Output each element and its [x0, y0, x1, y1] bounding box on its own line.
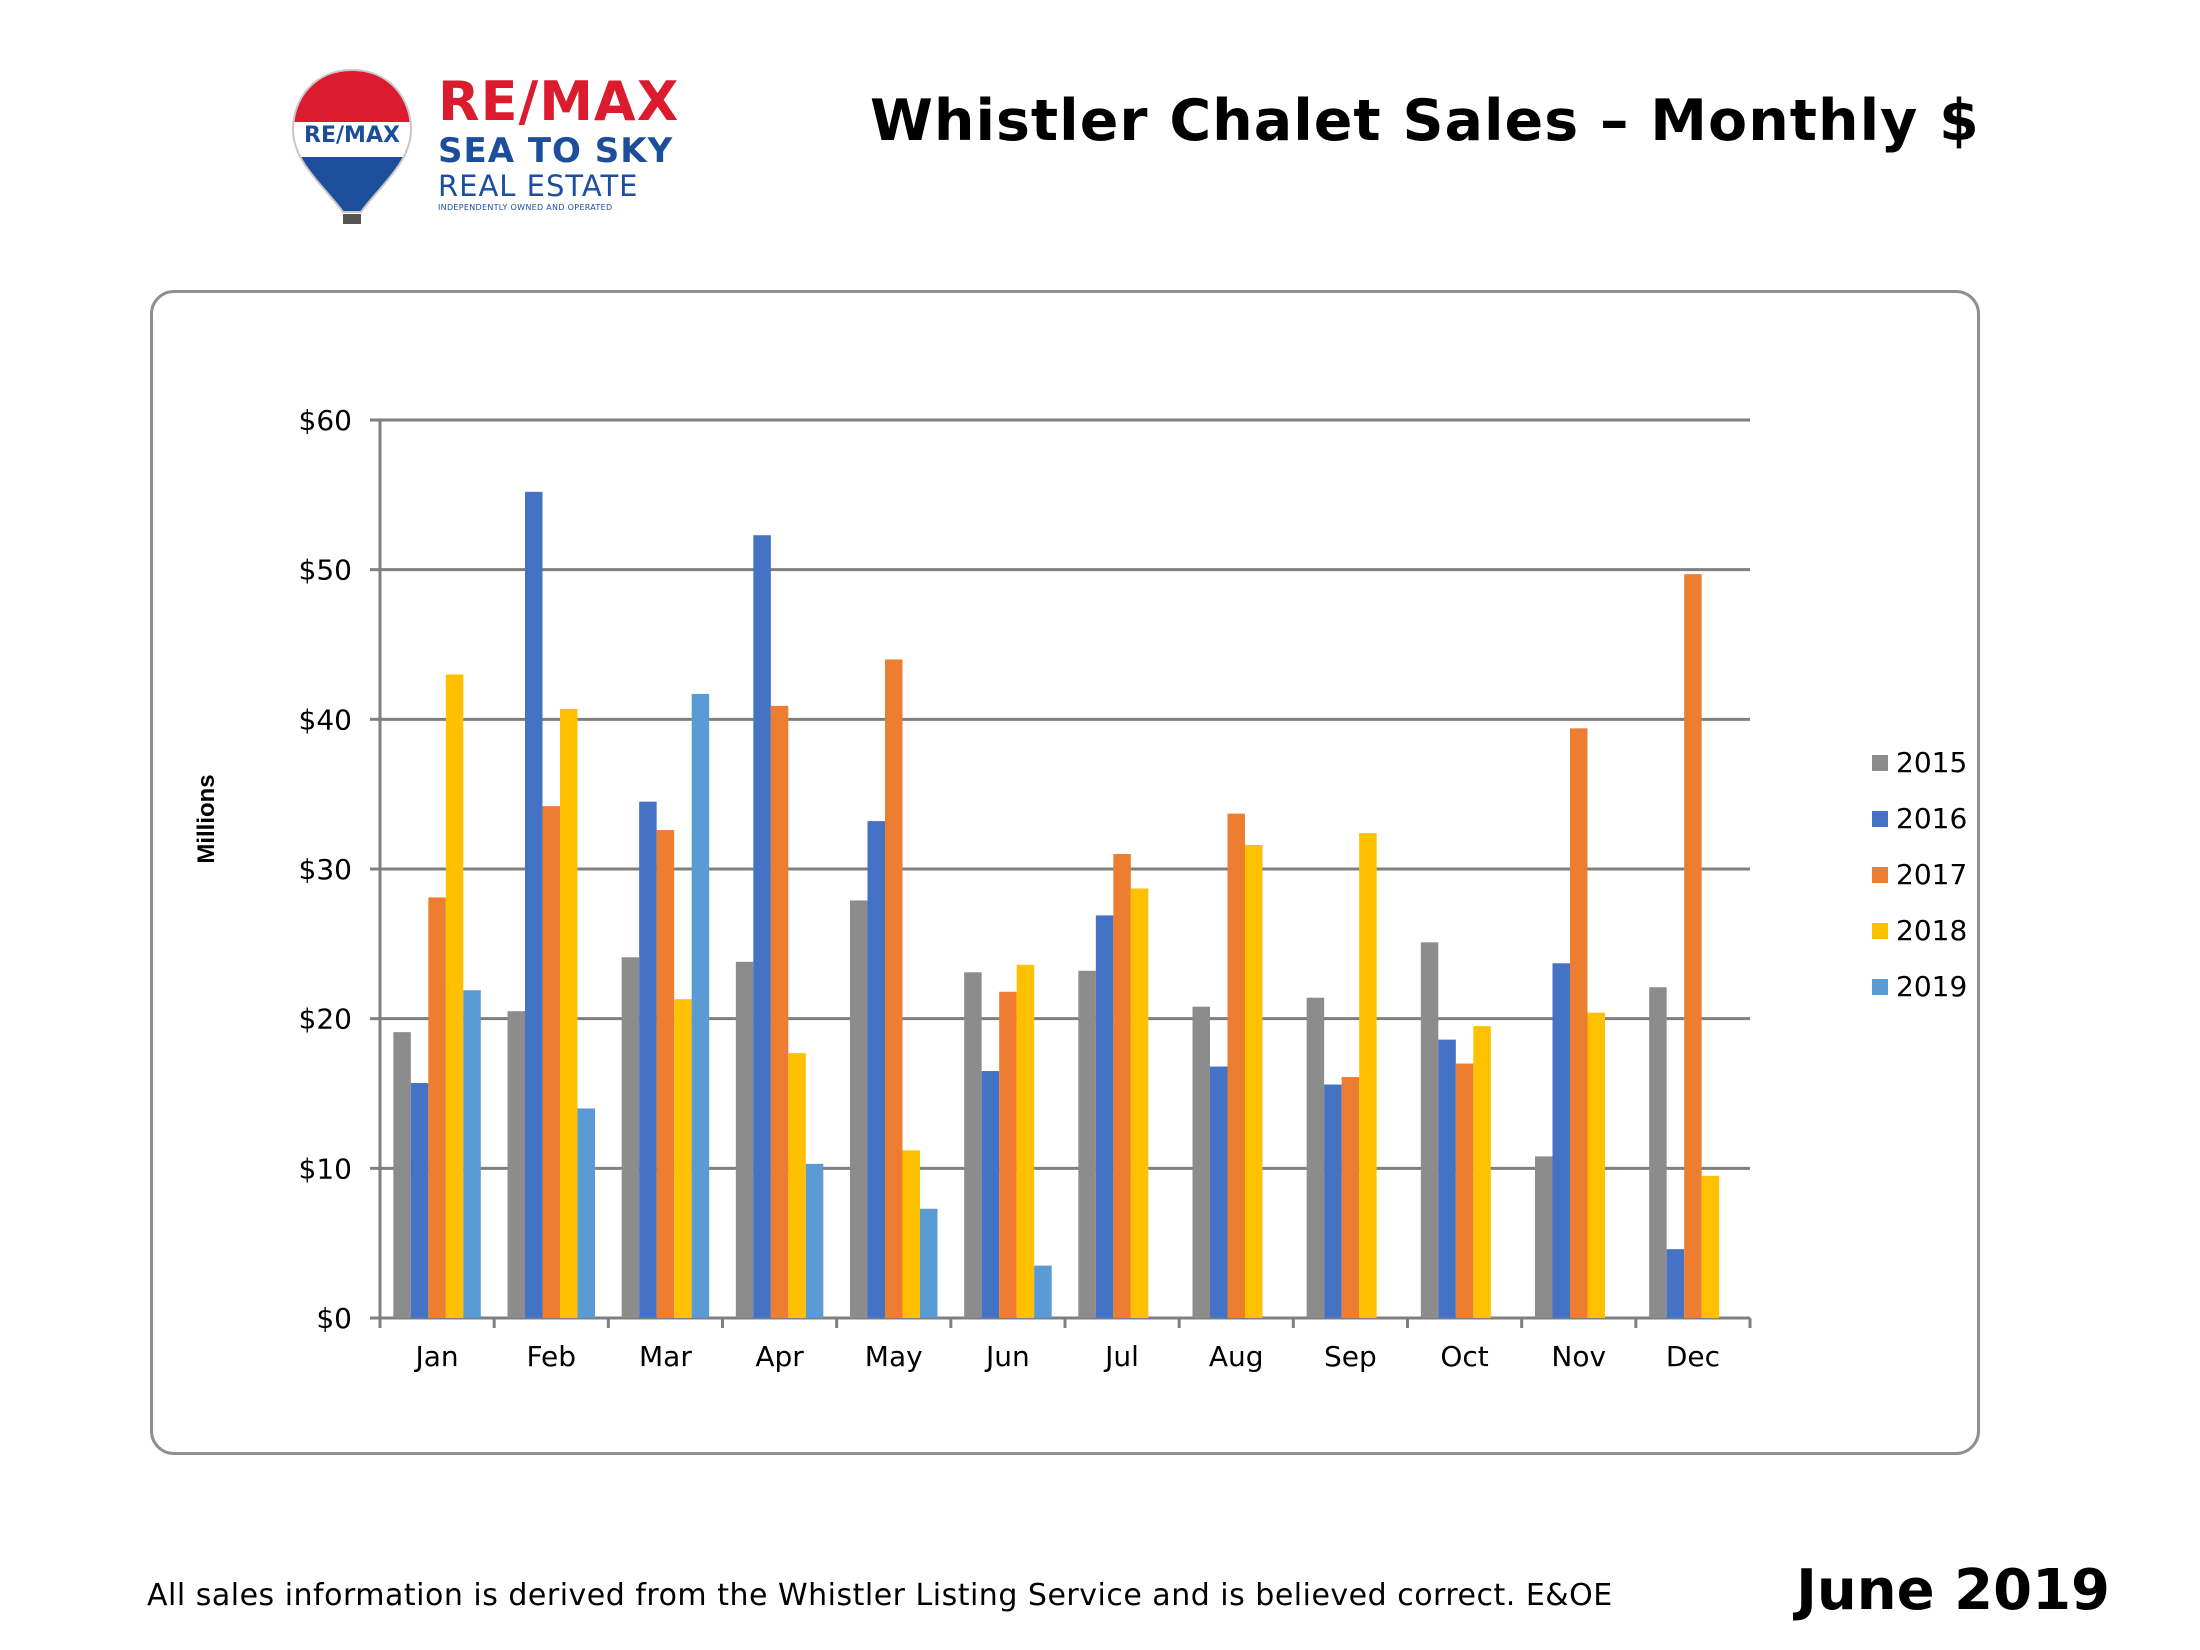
- bar-2018-Apr: [788, 1053, 806, 1318]
- y-tick-label: $30: [299, 853, 352, 886]
- bar-2016-Dec: [1666, 1249, 1685, 1318]
- legend-label-2017: 2017: [1896, 858, 1967, 891]
- bar-2019-Feb: [577, 1108, 595, 1318]
- bar-2018-Jan: [445, 674, 464, 1318]
- legend-swatch-2019: [1872, 979, 1888, 995]
- x-tick-label: Nov: [1551, 1340, 1606, 1373]
- office-name-line2: REAL ESTATE: [438, 169, 639, 203]
- legend-label-2016: 2016: [1896, 802, 1967, 835]
- y-tick-label: $10: [299, 1152, 352, 1185]
- balloon-text: RE/MAX: [304, 123, 400, 148]
- legend-swatch-2018: [1872, 923, 1888, 939]
- y-tick-label: $50: [299, 554, 352, 587]
- bar-2015-Dec: [1649, 987, 1667, 1318]
- bar-2017-Aug: [1227, 813, 1245, 1318]
- bar-2017-Feb: [542, 806, 560, 1318]
- x-tick-label: Jan: [413, 1340, 458, 1373]
- bar-2018-Jun: [1016, 964, 1035, 1318]
- bar-2016-Feb: [525, 491, 543, 1319]
- bar-2018-Sep: [1359, 833, 1377, 1318]
- x-tick-label: Mar: [639, 1340, 692, 1373]
- bar-2017-Oct: [1455, 1063, 1474, 1318]
- x-tick-label: Apr: [755, 1340, 804, 1373]
- bar-2016-Sep: [1324, 1084, 1342, 1318]
- x-tick-label: Feb: [526, 1340, 576, 1373]
- bar-2019-Mar: [691, 693, 710, 1318]
- brand-name: RE/MAX: [438, 70, 680, 133]
- bar-2015-Aug: [1192, 1006, 1210, 1318]
- bar-2015-Oct: [1420, 942, 1439, 1318]
- bar-2015-Apr: [735, 961, 754, 1318]
- bar-2018-Oct: [1473, 1026, 1491, 1318]
- report-date: June 2019: [1796, 1558, 2110, 1623]
- brand-tagline: INDEPENDENTLY OWNED AND OPERATED: [438, 203, 613, 212]
- page-title: Whistler Chalet Sales – Monthly $: [870, 88, 1980, 154]
- bar-2015-Mar: [621, 957, 640, 1318]
- x-tick-label: Jul: [1103, 1340, 1139, 1373]
- bar-2015-Sep: [1306, 997, 1325, 1318]
- bar-2018-Feb: [560, 708, 578, 1318]
- x-tick-label: Aug: [1209, 1340, 1264, 1373]
- bar-2017-Jan: [428, 897, 446, 1318]
- x-tick-label: Jun: [984, 1340, 1030, 1373]
- bar-2016-Nov: [1552, 963, 1570, 1318]
- remax-logo: RE/MAX RE/MAX SEA TO SKY REAL ESTATE IND…: [285, 62, 685, 232]
- bar-2016-Jan: [410, 1083, 429, 1318]
- bar-2017-Mar: [656, 830, 675, 1318]
- bar-2017-Apr: [770, 705, 789, 1318]
- x-tick-label: Oct: [1440, 1340, 1488, 1373]
- legend-swatch-2016: [1872, 811, 1888, 827]
- bar-2016-Oct: [1438, 1039, 1456, 1318]
- brand-text: RE/MAX SEA TO SKY REAL ESTATE INDEPENDEN…: [438, 72, 688, 214]
- legend-label-2018: 2018: [1896, 914, 1967, 947]
- bar-2015-Jul: [1078, 970, 1096, 1318]
- bar-2017-Sep: [1341, 1077, 1360, 1318]
- bar-2018-Dec: [1701, 1175, 1720, 1318]
- bar-2016-Jun: [981, 1071, 1000, 1318]
- bar-2016-Aug: [1210, 1066, 1228, 1318]
- x-tick-label: Sep: [1324, 1340, 1377, 1373]
- legend-swatch-2017: [1872, 867, 1888, 883]
- bar-2016-Mar: [639, 801, 657, 1318]
- bar-2017-Jun: [999, 991, 1017, 1318]
- chart-frame: [150, 290, 1980, 1455]
- bar-2015-Feb: [507, 1011, 525, 1318]
- bar-2017-May: [885, 659, 903, 1318]
- legend-label-2019: 2019: [1896, 970, 1967, 1003]
- bar-2018-May: [902, 1150, 920, 1318]
- x-tick-label: May: [865, 1340, 923, 1373]
- bar-2018-Jul: [1130, 888, 1149, 1318]
- bar-2016-Jul: [1095, 915, 1114, 1318]
- y-tick-label: $60: [299, 404, 352, 437]
- bar-2015-Jan: [393, 1032, 411, 1318]
- office-name-line1: SEA TO SKY: [438, 131, 674, 171]
- bar-2017-Nov: [1570, 728, 1588, 1318]
- y-tick-label: $40: [299, 703, 352, 736]
- bar-2015-Jun: [964, 972, 982, 1318]
- y-axis-label: Millions: [193, 774, 220, 863]
- bar-2016-May: [867, 821, 885, 1318]
- bar-2019-Apr: [805, 1163, 824, 1318]
- legend-label-2015: 2015: [1896, 746, 1967, 779]
- bar-2015-Nov: [1535, 1156, 1553, 1318]
- bar-2018-Mar: [674, 999, 692, 1318]
- y-tick-label: $0: [316, 1302, 352, 1335]
- x-tick-label: Dec: [1666, 1340, 1720, 1373]
- balloon-logo-icon: RE/MAX: [291, 68, 413, 224]
- bar-2019-Jan: [463, 990, 481, 1318]
- y-tick-label: $20: [299, 1003, 352, 1036]
- bar-2017-Jul: [1113, 854, 1131, 1318]
- bar-2016-Apr: [753, 535, 771, 1318]
- bar-2019-Jun: [1034, 1265, 1052, 1318]
- legend-swatch-2015: [1872, 755, 1888, 771]
- footer-note: All sales information is derived from th…: [147, 1578, 1613, 1613]
- bar-2019-May: [920, 1208, 938, 1318]
- bar-2015-May: [850, 900, 868, 1318]
- bar-2017-Dec: [1684, 574, 1702, 1318]
- bar-2018-Nov: [1587, 1012, 1605, 1318]
- bar-2018-Aug: [1245, 845, 1263, 1318]
